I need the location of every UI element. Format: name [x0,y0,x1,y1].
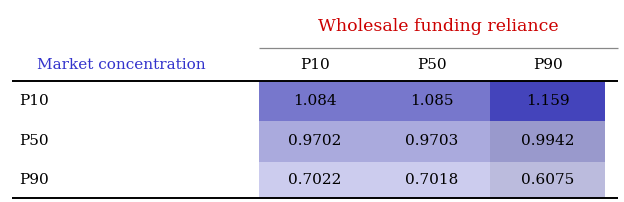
Text: 0.6075: 0.6075 [521,173,575,187]
Text: 0.9702: 0.9702 [288,134,342,148]
Text: 0.7022: 0.7022 [288,173,342,187]
Text: P90: P90 [19,173,49,187]
Text: 0.9703: 0.9703 [405,134,459,148]
Text: P10: P10 [19,94,49,108]
Text: Wholesale funding reliance: Wholesale funding reliance [318,18,558,35]
Text: Market concentration: Market concentration [37,58,206,72]
Text: P50: P50 [417,58,447,72]
Text: P10: P10 [300,58,330,72]
Text: 1.085: 1.085 [410,94,454,108]
Text: P90: P90 [533,58,563,72]
Text: P50: P50 [19,134,48,148]
Text: 0.7018: 0.7018 [405,173,459,187]
Text: 1.159: 1.159 [526,94,570,108]
Text: 0.9942: 0.9942 [521,134,575,148]
Text: 1.084: 1.084 [293,94,337,108]
